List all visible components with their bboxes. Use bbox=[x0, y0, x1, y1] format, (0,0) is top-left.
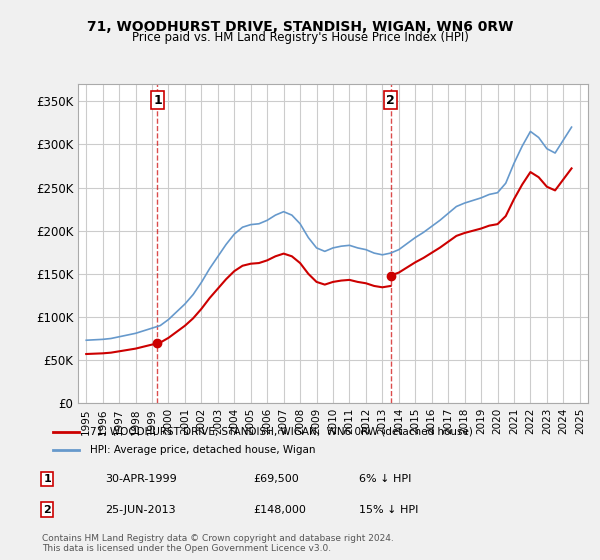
Text: HPI: Average price, detached house, Wigan: HPI: Average price, detached house, Wiga… bbox=[89, 445, 315, 455]
Text: Contains HM Land Registry data © Crown copyright and database right 2024.
This d: Contains HM Land Registry data © Crown c… bbox=[42, 534, 394, 553]
Text: 25-JUN-2013: 25-JUN-2013 bbox=[106, 505, 176, 515]
Text: 30-APR-1999: 30-APR-1999 bbox=[106, 474, 177, 484]
Text: 6% ↓ HPI: 6% ↓ HPI bbox=[359, 474, 411, 484]
Text: 2: 2 bbox=[386, 94, 395, 106]
Text: Price paid vs. HM Land Registry's House Price Index (HPI): Price paid vs. HM Land Registry's House … bbox=[131, 31, 469, 44]
Text: 71, WOODHURST DRIVE, STANDISH, WIGAN, WN6 0RW: 71, WOODHURST DRIVE, STANDISH, WIGAN, WN… bbox=[87, 20, 513, 34]
Text: £69,500: £69,500 bbox=[253, 474, 299, 484]
Text: 2: 2 bbox=[43, 505, 51, 515]
Text: 1: 1 bbox=[43, 474, 51, 484]
Text: 71, WOODHURST DRIVE, STANDISH, WIGAN,  WN6 0RW (detached house): 71, WOODHURST DRIVE, STANDISH, WIGAN, WN… bbox=[89, 427, 472, 437]
Text: 15% ↓ HPI: 15% ↓ HPI bbox=[359, 505, 418, 515]
Text: £148,000: £148,000 bbox=[253, 505, 306, 515]
Text: 1: 1 bbox=[153, 94, 162, 106]
